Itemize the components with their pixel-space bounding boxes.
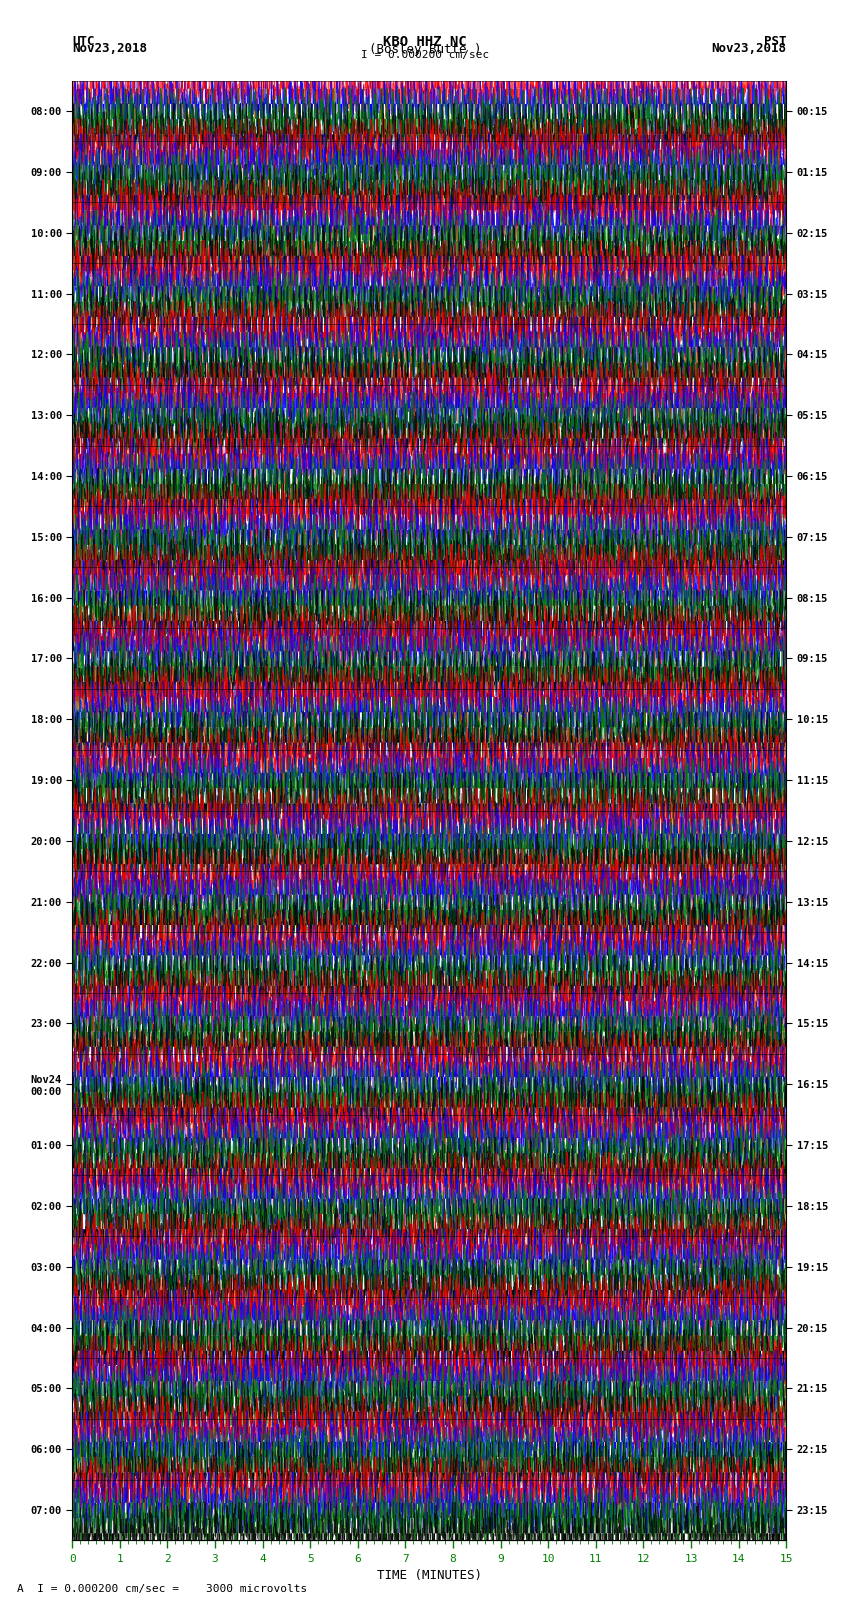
Text: UTC: UTC <box>72 35 94 48</box>
Text: (Bosley Butte ): (Bosley Butte ) <box>369 44 481 56</box>
Text: Nov23,2018: Nov23,2018 <box>711 42 786 55</box>
X-axis label: TIME (MINUTES): TIME (MINUTES) <box>377 1569 482 1582</box>
Text: Nov23,2018: Nov23,2018 <box>72 42 147 55</box>
Text: PST: PST <box>764 35 786 48</box>
Text: KBO HHZ NC: KBO HHZ NC <box>383 35 467 48</box>
Text: A  I = 0.000200 cm/sec =    3000 microvolts: A I = 0.000200 cm/sec = 3000 microvolts <box>17 1584 307 1594</box>
Text: I = 0.000200 cm/sec: I = 0.000200 cm/sec <box>361 50 489 60</box>
